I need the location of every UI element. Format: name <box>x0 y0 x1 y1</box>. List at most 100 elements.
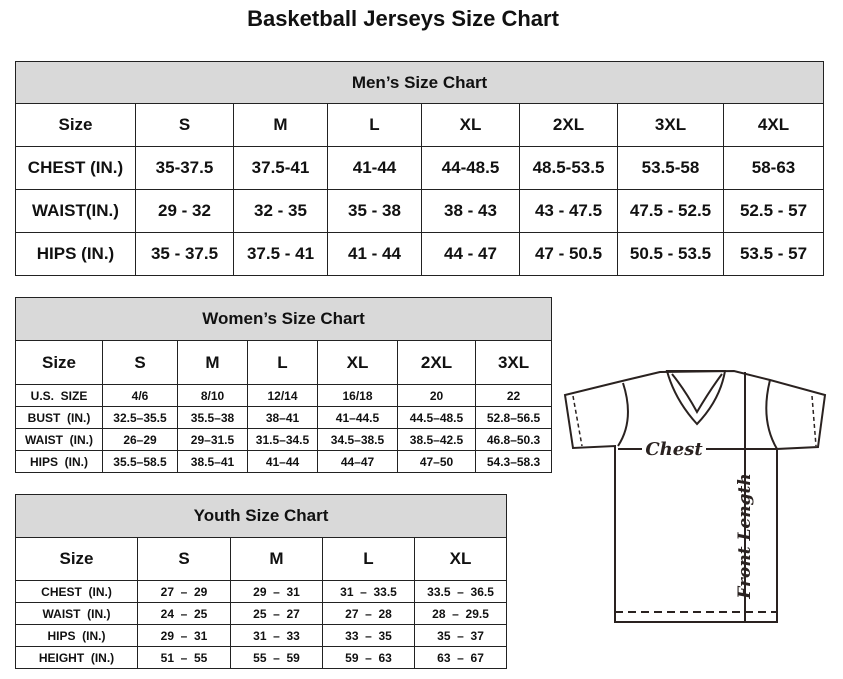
table-cell: 8/10 <box>177 384 248 407</box>
table-cell: 29–31.5 <box>177 428 248 451</box>
womens-size-table: Women’s Size Chart Size S M L XL 2XL 3XL U.S. SI… <box>14 297 553 473</box>
table-row: BUST (IN.) 32.5–35.5 35.5–38 38–41 41–44.5 44… <box>15 406 553 429</box>
table-cell: 53.5-58 <box>617 146 724 190</box>
youth-chart-heading: Youth Size Chart <box>14 494 508 538</box>
table-cell: 63 – 67 <box>413 646 508 669</box>
column-header: Size <box>15 537 138 581</box>
table-row: WAIST (IN.) 24 – 25 25 – 27 27 – 28 28 – 29.… <box>15 602 508 625</box>
row-label: WAIST(IN.) <box>15 189 136 233</box>
table-cell: 41-44 <box>327 146 422 190</box>
table-cell: 47.5 - 52.5 <box>617 189 724 233</box>
column-header: XL <box>413 537 508 581</box>
table-row: HEIGHT (IN.) 51 – 55 55 – 59 59 – 63 63 – 67 <box>15 646 508 669</box>
table-cell: 33.5 – 36.5 <box>413 580 508 603</box>
column-header: S <box>137 537 231 581</box>
table-cell: 31.5–34.5 <box>247 428 318 451</box>
table-cell: 32.5–35.5 <box>102 406 178 429</box>
row-label: HEIGHT (IN.) <box>15 646 138 669</box>
table-cell: 38 - 43 <box>421 189 520 233</box>
table-cell: 47–50 <box>397 450 476 473</box>
table-cell: 51 – 55 <box>137 646 231 669</box>
table-row: HIPS (IN.) 29 – 31 31 – 33 33 – 35 35 – 37 <box>15 624 508 647</box>
column-header: 2XL <box>397 340 476 385</box>
column-header: L <box>327 103 422 147</box>
header-row: Size S M L XL <box>15 537 508 581</box>
table-cell: 29 – 31 <box>137 624 231 647</box>
row-label: CHEST (IN.) <box>15 580 138 603</box>
column-header: S <box>102 340 178 385</box>
row-label: HIPS (IN.) <box>15 232 136 276</box>
column-header: 4XL <box>722 103 825 147</box>
table-cell: 28 – 29.5 <box>413 602 508 625</box>
table-cell: 12/14 <box>247 384 318 407</box>
table-cell: 31 – 33 <box>230 624 323 647</box>
table-cell: 52.5 - 57 <box>722 189 825 233</box>
row-label: HIPS (IN.) <box>15 624 138 647</box>
column-header: M <box>230 537 323 581</box>
column-header: L <box>322 537 415 581</box>
table-cell: 44–47 <box>317 450 398 473</box>
header-row: Size S M L XL 2XL 3XL 4XL <box>15 103 825 147</box>
column-header: 3XL <box>617 103 724 147</box>
table-cell: 38.5–42.5 <box>397 428 476 451</box>
men-chart-heading: Men’s Size Chart <box>14 61 825 104</box>
table-cell: 25 – 27 <box>230 602 323 625</box>
table-cell: 27 – 29 <box>137 580 231 603</box>
table-cell: 52.8–56.5 <box>474 406 553 429</box>
front-length-label: Front Length <box>735 473 755 599</box>
table-cell: 34.5–38.5 <box>317 428 398 451</box>
table-cell: 26–29 <box>102 428 178 451</box>
table-row: HIPS (IN.) 35.5–58.5 38.5–41 41–44 44–47 47–5… <box>15 450 553 473</box>
table-cell: 22 <box>474 384 553 407</box>
row-label: WAIST (IN.) <box>15 428 103 451</box>
column-header: S <box>135 103 234 147</box>
table-row: WAIST (IN.) 26–29 29–31.5 31.5–34.5 34.5–38.… <box>15 428 553 451</box>
table-cell: 41 - 44 <box>327 232 422 276</box>
table-cell: 47 - 50.5 <box>519 232 618 276</box>
row-label: WAIST (IN.) <box>15 602 138 625</box>
table-cell: 53.5 - 57 <box>722 232 825 276</box>
table-cell: 54.3–58.3 <box>474 450 553 473</box>
jersey-diagram: Chest Front Length <box>563 369 827 623</box>
mens-size-table: Men’s Size Chart Size S M L XL 2XL 3XL 4XL CHEST … <box>14 61 825 276</box>
page-title: Basketball Jerseys Size Chart <box>247 6 559 31</box>
chest-label: Chest <box>645 439 703 460</box>
table-cell: 43 - 47.5 <box>519 189 618 233</box>
table-row: CHEST (IN.) 27 – 29 29 – 31 31 – 33.5 33.5 –… <box>15 580 508 603</box>
row-label: BUST (IN.) <box>15 406 103 429</box>
table-cell: 35 - 37.5 <box>135 232 234 276</box>
table-cell: 44-48.5 <box>421 146 520 190</box>
table-cell: 38–41 <box>247 406 318 429</box>
column-header: 3XL <box>474 340 553 385</box>
column-header: M <box>177 340 248 385</box>
table-row: U.S. SIZE 4/6 8/10 12/14 16/18 20 22 <box>15 384 553 407</box>
women-chart-heading: Women’s Size Chart <box>14 297 553 341</box>
youth-size-table: Youth Size Chart Size S M L XL CHEST (IN.) 27 –… <box>14 494 508 669</box>
column-header: 2XL <box>519 103 618 147</box>
table-cell: 35.5–38 <box>177 406 248 429</box>
row-label: U.S. SIZE <box>15 384 103 407</box>
table-cell: 31 – 33.5 <box>322 580 415 603</box>
header-row: Size S M L XL 2XL 3XL <box>15 340 553 385</box>
column-header: L <box>247 340 318 385</box>
table-cell: 29 - 32 <box>135 189 234 233</box>
column-header: Size <box>15 103 136 147</box>
table-cell: 41–44.5 <box>317 406 398 429</box>
column-header: XL <box>317 340 398 385</box>
table-row: CHEST (IN.) 35-37.5 37.5-41 41-44 44-48.5 48.… <box>15 146 825 190</box>
table-cell: 59 – 63 <box>322 646 415 669</box>
table-cell: 29 – 31 <box>230 580 323 603</box>
table-cell: 24 – 25 <box>137 602 231 625</box>
table-cell: 46.8–50.3 <box>474 428 553 451</box>
table-cell: 48.5-53.5 <box>519 146 618 190</box>
table-cell: 33 – 35 <box>322 624 415 647</box>
table-cell: 4/6 <box>102 384 178 407</box>
table-cell: 35 - 38 <box>327 189 422 233</box>
table-cell: 37.5 - 41 <box>233 232 328 276</box>
table-row: HIPS (IN.) 35 - 37.5 37.5 - 41 41 - 44 44 - … <box>15 232 825 276</box>
row-label: CHEST (IN.) <box>15 146 136 190</box>
row-label: HIPS (IN.) <box>15 450 103 473</box>
table-cell: 44.5–48.5 <box>397 406 476 429</box>
table-cell: 58-63 <box>722 146 825 190</box>
table-cell: 35-37.5 <box>135 146 234 190</box>
